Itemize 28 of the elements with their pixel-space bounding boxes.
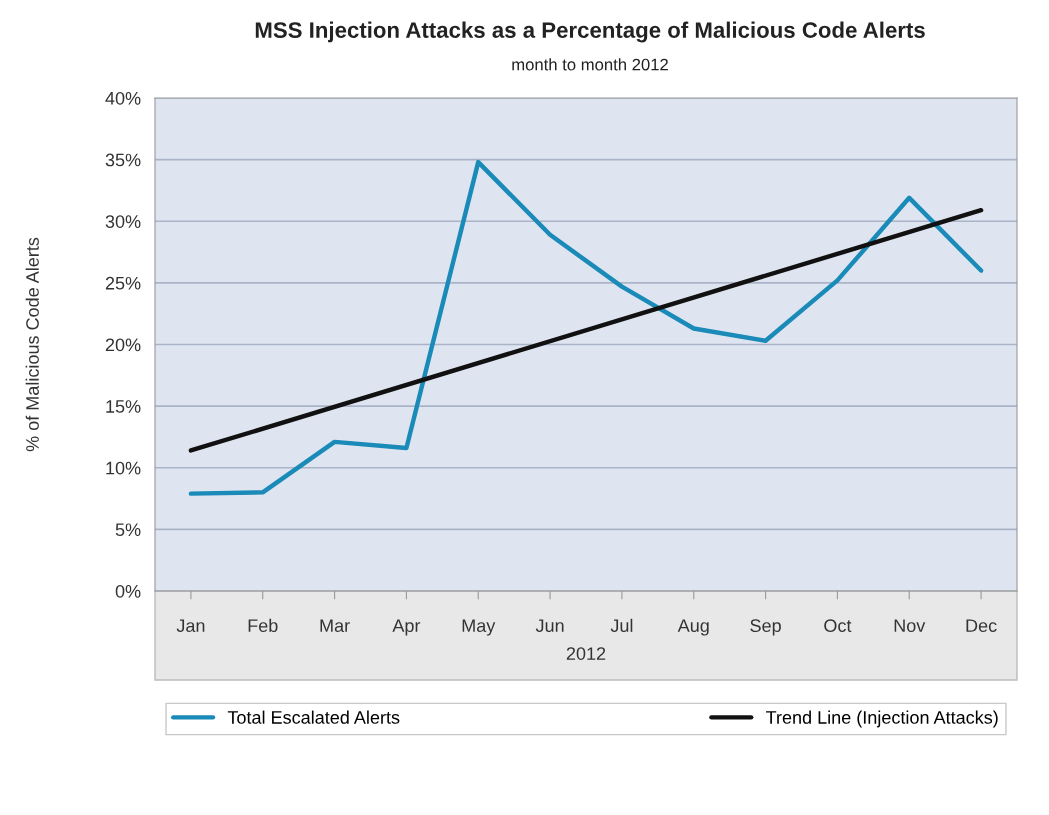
- line-series: [188, 159, 984, 496]
- legend-label: Trend Line (Injection Attacks): [766, 710, 998, 728]
- x-tick-label: Dec: [966, 619, 997, 633]
- legend-label: Total Escalated Alerts: [227, 710, 400, 724]
- y-tick-label: 10%: [106, 461, 141, 475]
- x-tick-label: Jan: [176, 619, 205, 633]
- x-tick-label: Aug: [677, 619, 709, 636]
- x-tick-label: May: [462, 619, 496, 636]
- x-axis-title: 2012: [566, 647, 606, 660]
- y-axis-title: % of Malicious Code Alerts: [25, 237, 39, 452]
- y-tick-label: 15%: [106, 400, 141, 413]
- y-tick-label: 20%: [105, 338, 141, 352]
- y-tick-label: 30%: [105, 215, 141, 228]
- y-tick-label: 35%: [105, 153, 141, 167]
- x-tick-label: Nov: [894, 619, 926, 633]
- chart-title: MSS Injection Attacks as a Percentage of Malicious Code Alerts: [255, 21, 925, 43]
- x-tick-label: Jul: [610, 618, 633, 633]
- chart-subtitle: month to month 2012: [512, 58, 668, 71]
- x-tick-label: Oct: [824, 619, 852, 633]
- y-tick-label: 5%: [115, 523, 141, 537]
- y-tick-label: 40%: [105, 91, 141, 105]
- x-tick-label: Feb: [248, 618, 278, 633]
- y-tick-label: 25%: [105, 276, 141, 290]
- x-tick-label: Mar: [320, 619, 350, 633]
- x-tick-label: Apr: [392, 619, 421, 636]
- x-tick-label: Sep: [750, 619, 781, 636]
- y-tick-label: 0%: [115, 584, 141, 598]
- x-tick-label: Jun: [535, 619, 564, 633]
